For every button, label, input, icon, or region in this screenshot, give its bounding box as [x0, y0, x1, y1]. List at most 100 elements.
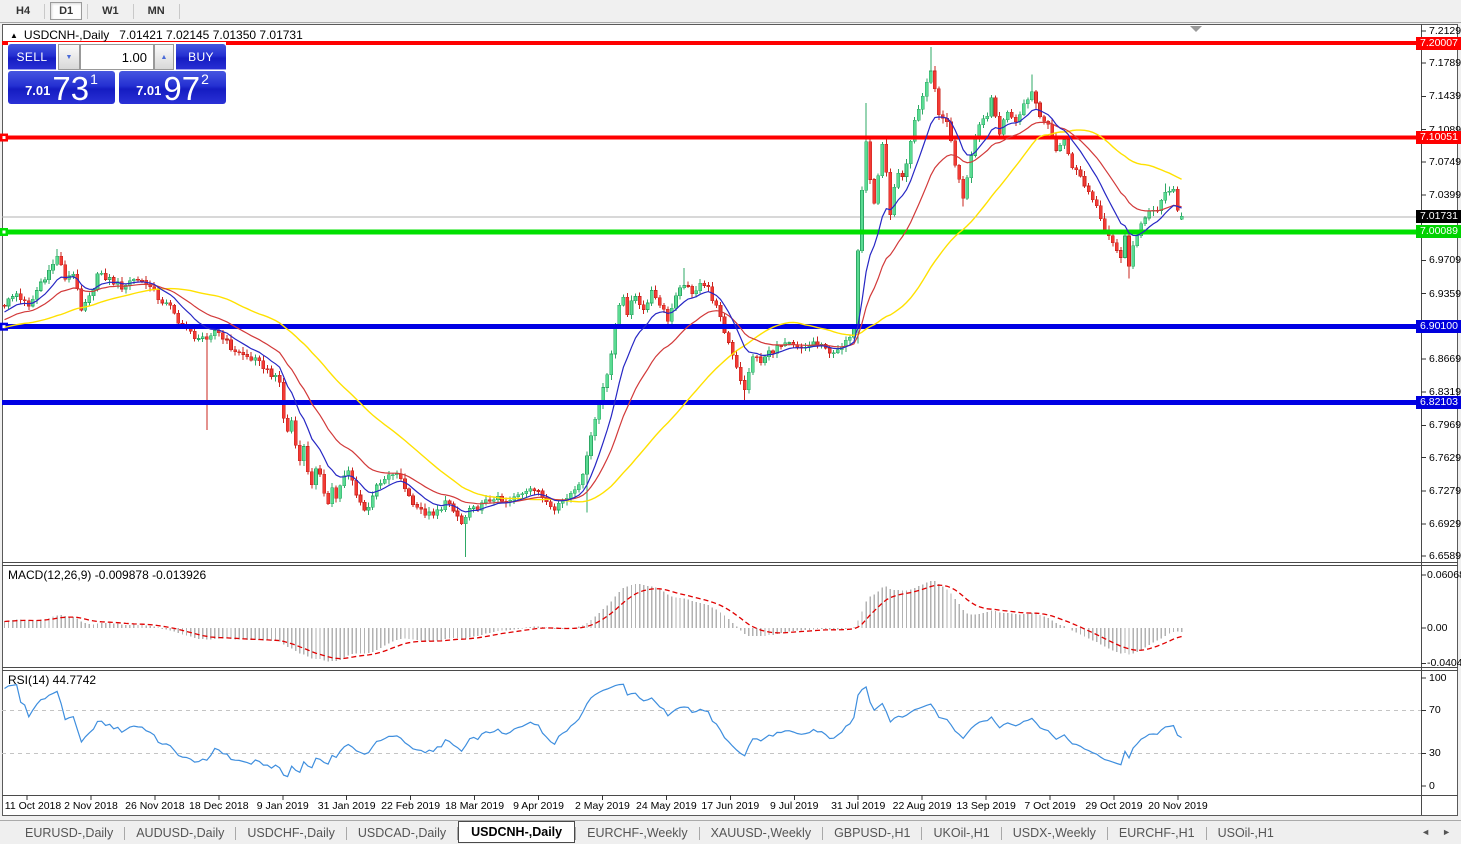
tab-separator [124, 826, 126, 840]
date-tick-label: 20 Nov 2019 [1148, 800, 1208, 812]
chart-ohlc-values: 7.01421 7.02145 7.01350 7.01731 [119, 28, 303, 42]
sell-price-display[interactable]: 7.01 73 1 [8, 70, 115, 107]
rsi-indicator-label: RSI(14) 44.7742 [8, 673, 97, 687]
tab-separator [575, 826, 577, 840]
date-tick-label: 13 Sep 2019 [956, 800, 1016, 812]
chart-title-bar: ▲ USDCNH-,Daily 7.01421 7.02145 7.01350 … [10, 28, 303, 42]
price-axis-label: 6.97090 [1429, 254, 1461, 267]
price-badge: 7.10051 [1416, 131, 1461, 145]
price-axis-label: 6.76290 [1429, 451, 1461, 464]
price-badge: 6.90100 [1416, 320, 1461, 334]
tab-usdchf-daily[interactable]: USDCHF-,Daily [247, 826, 335, 840]
toolbar-separator [178, 3, 180, 19]
tab-xauusd-weekly[interactable]: XAUUSD-,Weekly [710, 826, 812, 840]
timeframe-button-mn[interactable]: MN [147, 5, 165, 17]
spinner-up-icon: ▲ [160, 53, 168, 61]
collapse-chart-icon[interactable]: ▲ [10, 30, 18, 40]
macd-axis-label: -0.040432 [1427, 657, 1461, 670]
moving-average-line [4, 121, 1182, 505]
date-tick-label: 31 Jul 2019 [831, 800, 886, 812]
date-tick-label: 17 Jun 2019 [701, 800, 760, 812]
sell-button[interactable]: SELL [8, 44, 56, 70]
chart-shift-marker-icon [1190, 26, 1202, 32]
volume-decrease-button[interactable]: ▼ [58, 44, 80, 70]
buy-price-sup: 2 [201, 71, 209, 87]
date-tick-label: 2 Nov 2018 [64, 800, 118, 812]
price-axis-label: 6.65890 [1429, 550, 1461, 563]
tab-separator [1000, 826, 1002, 840]
timeframe-button-h4[interactable]: H4 [16, 5, 31, 17]
timeframe-button-d1[interactable]: D1 [50, 2, 83, 20]
tab-separator [1106, 826, 1108, 840]
rsi-axis-label: 100 [1429, 672, 1447, 684]
tab-separator [345, 826, 347, 840]
buy-button-label: BUY [188, 50, 214, 64]
tab-separator [921, 826, 923, 840]
rsi-line [4, 683, 1182, 778]
macd-histogram [3, 580, 1183, 662]
volume-increase-button[interactable]: ▲ [154, 44, 174, 70]
sell-price-big: 73 [52, 70, 90, 107]
date-tick-label: 24 May 2019 [636, 800, 697, 812]
price-axis-label: 7.21290 [1429, 25, 1461, 37]
tab-eurusd-daily[interactable]: EURUSD-,Daily [25, 826, 114, 840]
one-click-trading-panel: SELL ▼ ▲ BUY 7.01 73 1 7.01 97 2 [8, 42, 226, 106]
tab-scroll-left-icon[interactable]: ◄ [1421, 827, 1431, 837]
buy-price-big: 97 [163, 70, 201, 107]
date-tick-label: 18 Mar 2019 [445, 800, 505, 812]
candlestick-series [2, 47, 1184, 558]
rsi-axis-label: 0 [1429, 779, 1435, 792]
macd-axis-label: 0.00 [1427, 622, 1448, 634]
price-axis-label: 7.14390 [1429, 90, 1461, 103]
date-tick-label: 11 Oct 2018 [4, 800, 62, 812]
macd-indicator-label: MACD(12,26,9) -0.009878 -0.013926 [8, 568, 207, 582]
tab-usoil-h1[interactable]: USOil-,H1 [1217, 826, 1274, 840]
price-badge: 6.82103 [1416, 395, 1461, 409]
rsi-axis-label: 70 [1429, 704, 1441, 717]
timeframe-button-w1[interactable]: W1 [102, 5, 119, 17]
price-axis-label: 6.93590 [1429, 287, 1461, 300]
volume-input[interactable] [80, 44, 154, 70]
chart-window-background [2, 24, 1458, 816]
price-axis-label: 6.86690 [1429, 353, 1461, 365]
buy-button[interactable]: BUY [176, 44, 226, 70]
date-tick-label: 22 Feb 2019 [381, 800, 441, 812]
tab-separator [457, 826, 459, 840]
tab-gbpusd-h1[interactable]: GBPUSD-,H1 [834, 826, 911, 840]
tab-separator [698, 826, 700, 840]
date-tick-label: 2 May 2019 [575, 800, 630, 812]
date-tick-label: 26 Nov 2018 [125, 800, 185, 812]
sell-price-small: 7.01 [25, 83, 51, 98]
tab-usdcnh-daily[interactable]: USDCNH-,Daily [458, 820, 576, 843]
tab-usdcad-daily[interactable]: USDCAD-,Daily [357, 826, 447, 840]
rsi-axis-label: 30 [1429, 747, 1441, 760]
price-axis-label: 7.17890 [1429, 57, 1461, 70]
date-tick-label: 9 Jan 2019 [256, 800, 309, 812]
price-axis-label: 6.79690 [1429, 419, 1461, 432]
tab-eurchf-h1[interactable]: EURCHF-,H1 [1118, 826, 1195, 840]
tab-separator [1205, 826, 1207, 840]
price-axis-label: 6.72790 [1429, 484, 1461, 497]
buy-price-display[interactable]: 7.01 97 2 [119, 70, 226, 107]
timeframe-toolbar: H4 D1 W1 MN [0, 0, 1461, 23]
toolbar-separator [87, 3, 89, 19]
price-badge: 7.00089 [1416, 225, 1461, 239]
tab-ukoil-h1[interactable]: UKOil-,H1 [933, 826, 990, 840]
tab-separator [822, 826, 824, 840]
price-axis-label: 6.83190 [1429, 386, 1461, 399]
tab-scroll-arrows: ◄ ► [1421, 827, 1451, 837]
moving-average-lines [4, 108, 1182, 513]
date-tick-label: 18 Dec 2018 [189, 800, 249, 812]
tab-usdx-weekly[interactable]: USDX-,Weekly [1012, 826, 1096, 840]
date-tick-label: 9 Jul 2019 [770, 800, 819, 812]
spinner-down-icon: ▼ [65, 53, 73, 61]
toolbar-separator [132, 3, 134, 19]
tab-scroll-right-icon[interactable]: ► [1442, 827, 1451, 837]
macd-signal-line [4, 584, 1182, 660]
tab-eurchf-weekly[interactable]: EURCHF-,Weekly [587, 826, 688, 840]
date-tick-label: 22 Aug 2019 [892, 800, 952, 812]
moving-average-line [4, 108, 1182, 513]
price-axis-label: 6.69290 [1429, 517, 1461, 530]
tab-audusd-daily[interactable]: AUDUSD-,Daily [136, 826, 225, 840]
